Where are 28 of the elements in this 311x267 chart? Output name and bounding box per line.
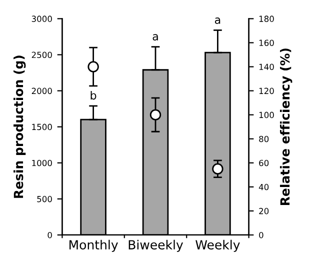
point [212, 163, 224, 174]
y2-tick-label: 0 [259, 232, 264, 238]
y-tick-label: 1500 [32, 124, 52, 130]
y2-tick-label: 20 [259, 208, 269, 214]
y2-tick-label: 120 [259, 88, 274, 94]
y2-tick-label: 160 [259, 40, 274, 46]
y-tick-label: 1000 [32, 160, 52, 166]
y-tick-label: 2000 [32, 88, 52, 94]
y-tick-label: 3000 [32, 16, 52, 22]
x-tick-label: Weekly [196, 240, 240, 252]
y-tick-label: 500 [37, 196, 52, 202]
x-tick-label: Biweekly [128, 240, 184, 252]
annotation: a [152, 34, 158, 40]
y-tick-label: 2500 [32, 52, 52, 58]
y2-tick-label: 80 [259, 136, 269, 142]
y2-tick-label: 40 [258, 184, 269, 190]
y2-tick-label: 180 [259, 16, 274, 22]
y-axis-title: Resin production (g) [14, 56, 26, 198]
x-tick-label: Monthly [70, 240, 118, 252]
point [150, 109, 162, 120]
y2-tick-label: 60 [259, 160, 269, 166]
y2-axis-title: Relative efficiency (%) [280, 48, 292, 205]
y2-tick-label: 140 [259, 64, 274, 70]
y2-tick-label: 100 [259, 112, 274, 118]
point [88, 61, 99, 72]
y-tick-label: 0 [48, 232, 52, 238]
annotation: b [90, 91, 96, 100]
annotation: a [214, 18, 220, 24]
